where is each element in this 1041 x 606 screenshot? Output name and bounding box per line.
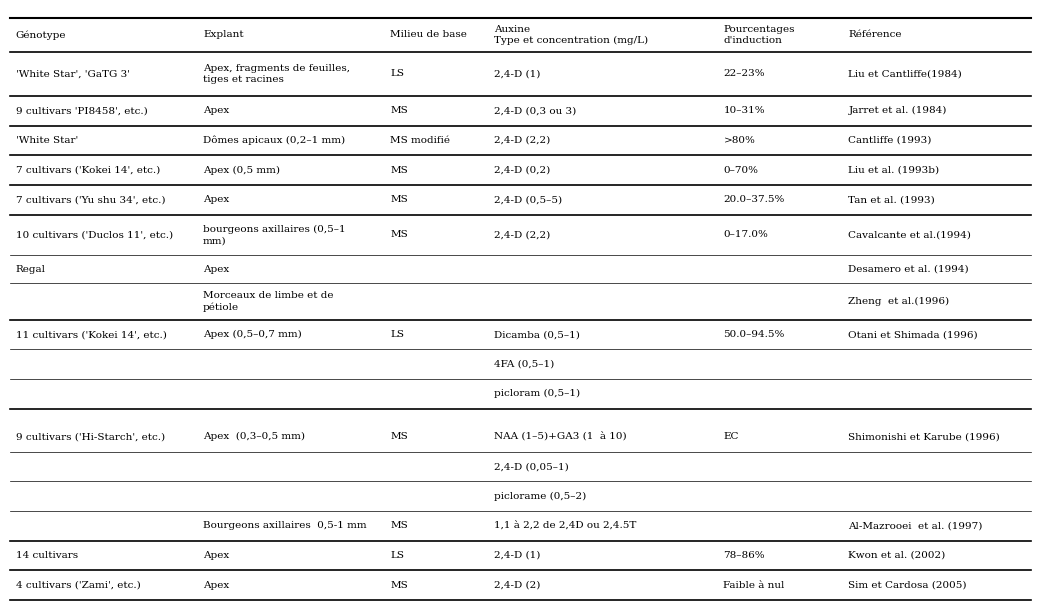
Text: 2,4-D (2,2): 2,4-D (2,2)	[494, 230, 551, 239]
Text: Cavalcante et al.(1994): Cavalcante et al.(1994)	[848, 230, 971, 239]
Text: 7 cultivars ('Yu shu 34', etc.): 7 cultivars ('Yu shu 34', etc.)	[16, 195, 166, 204]
Text: Dômes apicaux (0,2–1 mm): Dômes apicaux (0,2–1 mm)	[203, 136, 346, 145]
Text: MS: MS	[390, 195, 408, 204]
Text: MS modifié: MS modifié	[390, 136, 451, 145]
Text: Faible à nul: Faible à nul	[723, 581, 785, 590]
Text: Jarret et al. (1984): Jarret et al. (1984)	[848, 106, 947, 115]
Text: LS: LS	[390, 551, 404, 560]
Text: EC: EC	[723, 433, 739, 441]
Text: Regal: Regal	[16, 265, 46, 273]
Text: 0–17.0%: 0–17.0%	[723, 230, 768, 239]
Text: Liu et Cantliffe(1984): Liu et Cantliffe(1984)	[848, 69, 962, 78]
Text: 9 cultivars 'PI8458', etc.): 9 cultivars 'PI8458', etc.)	[16, 106, 148, 115]
Text: 11 cultivars ('Kokei 14', etc.): 11 cultivars ('Kokei 14', etc.)	[16, 330, 167, 339]
Text: 2,4-D (2,2): 2,4-D (2,2)	[494, 136, 551, 145]
Text: Pourcentages
d'induction: Pourcentages d'induction	[723, 25, 795, 45]
Text: 2,4-D (0,3 ou 3): 2,4-D (0,3 ou 3)	[494, 106, 577, 115]
Text: Apex, fragments de feuilles,
tiges et racines: Apex, fragments de feuilles, tiges et ra…	[203, 64, 350, 84]
Text: Bourgeons axillaires  0,5-1 mm: Bourgeons axillaires 0,5-1 mm	[203, 521, 366, 530]
Text: 2,4-D (1): 2,4-D (1)	[494, 551, 541, 560]
Text: Apex: Apex	[203, 551, 229, 560]
Text: Otani et Shimada (1996): Otani et Shimada (1996)	[848, 330, 979, 339]
Text: 'White Star': 'White Star'	[16, 136, 78, 145]
Text: NAA (1–5)+GA3 (1  à 10): NAA (1–5)+GA3 (1 à 10)	[494, 432, 627, 442]
Text: MS: MS	[390, 581, 408, 590]
Text: Génotype: Génotype	[16, 30, 67, 39]
Text: 2,4-D (0,2): 2,4-D (0,2)	[494, 165, 551, 175]
Text: 4FA (0,5–1): 4FA (0,5–1)	[494, 360, 555, 369]
Text: MS: MS	[390, 521, 408, 530]
Text: Sim et Cardosa (2005): Sim et Cardosa (2005)	[848, 581, 967, 590]
Text: Liu et al. (1993b): Liu et al. (1993b)	[848, 165, 940, 175]
Text: 22–23%: 22–23%	[723, 69, 765, 78]
Text: MS: MS	[390, 230, 408, 239]
Text: Apex: Apex	[203, 106, 229, 115]
Text: 10–31%: 10–31%	[723, 106, 765, 115]
Text: Tan et al. (1993): Tan et al. (1993)	[848, 195, 935, 204]
Text: LS: LS	[390, 69, 404, 78]
Text: Zheng  et al.(1996): Zheng et al.(1996)	[848, 297, 949, 306]
Text: 0–70%: 0–70%	[723, 165, 759, 175]
Text: 'White Star', 'GaTG 3': 'White Star', 'GaTG 3'	[16, 69, 130, 78]
Text: 2,4-D (1): 2,4-D (1)	[494, 69, 541, 78]
Text: Morceaux de limbe et de
pétiole: Morceaux de limbe et de pétiole	[203, 291, 333, 311]
Text: MS: MS	[390, 433, 408, 441]
Text: Desamero et al. (1994): Desamero et al. (1994)	[848, 265, 969, 273]
Text: 2,4-D (2): 2,4-D (2)	[494, 581, 541, 590]
Text: Al-Mazrooei  et al. (1997): Al-Mazrooei et al. (1997)	[848, 521, 983, 530]
Text: 4 cultivars ('Zami', etc.): 4 cultivars ('Zami', etc.)	[16, 581, 141, 590]
Text: picloram (0,5–1): picloram (0,5–1)	[494, 389, 581, 399]
Text: Kwon et al. (2002): Kwon et al. (2002)	[848, 551, 945, 560]
Text: Référence: Référence	[848, 30, 902, 39]
Text: Apex (0,5–0,7 mm): Apex (0,5–0,7 mm)	[203, 330, 302, 339]
Text: 10 cultivars ('Duclos 11', etc.): 10 cultivars ('Duclos 11', etc.)	[16, 230, 173, 239]
Text: Shimonishi et Karube (1996): Shimonishi et Karube (1996)	[848, 433, 1000, 441]
Text: 20.0–37.5%: 20.0–37.5%	[723, 195, 785, 204]
Text: 2,4-D (0,05–1): 2,4-D (0,05–1)	[494, 462, 569, 471]
Text: Apex: Apex	[203, 265, 229, 273]
Text: Auxine
Type et concentration (mg/L): Auxine Type et concentration (mg/L)	[494, 25, 649, 45]
Text: Apex: Apex	[203, 581, 229, 590]
Text: 1,1 à 2,2 de 2,4D ou 2,4.5T: 1,1 à 2,2 de 2,4D ou 2,4.5T	[494, 521, 637, 530]
Text: Apex: Apex	[203, 195, 229, 204]
Text: bourgeons axillaires (0,5–1
mm): bourgeons axillaires (0,5–1 mm)	[203, 225, 346, 245]
Text: Apex  (0,3–0,5 mm): Apex (0,3–0,5 mm)	[203, 432, 305, 441]
Text: 7 cultivars ('Kokei 14', etc.): 7 cultivars ('Kokei 14', etc.)	[16, 165, 160, 175]
Text: LS: LS	[390, 330, 404, 339]
Text: Apex (0,5 mm): Apex (0,5 mm)	[203, 165, 280, 175]
Text: Cantliffe (1993): Cantliffe (1993)	[848, 136, 932, 145]
Text: 50.0–94.5%: 50.0–94.5%	[723, 330, 785, 339]
Text: 14 cultivars: 14 cultivars	[16, 551, 78, 560]
Text: 9 cultivars ('Hi-Starch', etc.): 9 cultivars ('Hi-Starch', etc.)	[16, 433, 164, 441]
Text: piclorame (0,5–2): piclorame (0,5–2)	[494, 491, 587, 501]
Text: Dicamba (0,5–1): Dicamba (0,5–1)	[494, 330, 580, 339]
Text: 78–86%: 78–86%	[723, 551, 765, 560]
Text: >80%: >80%	[723, 136, 756, 145]
Text: MS: MS	[390, 106, 408, 115]
Text: MS: MS	[390, 165, 408, 175]
Text: Explant: Explant	[203, 30, 244, 39]
Text: Milieu de base: Milieu de base	[390, 30, 467, 39]
Text: 2,4-D (0,5–5): 2,4-D (0,5–5)	[494, 195, 562, 204]
